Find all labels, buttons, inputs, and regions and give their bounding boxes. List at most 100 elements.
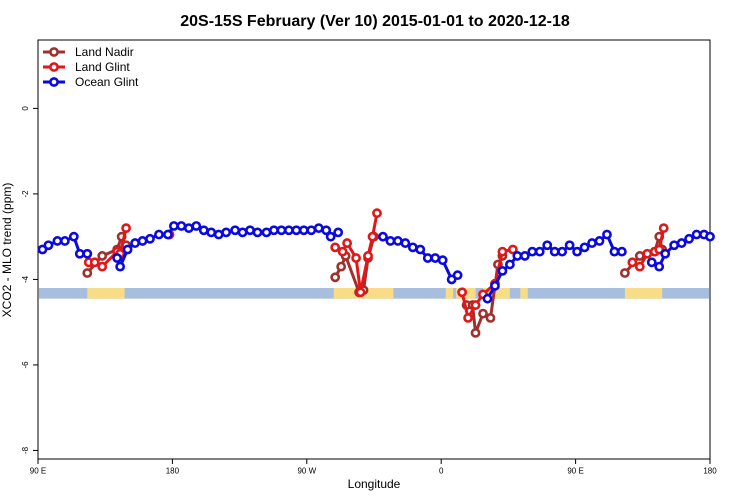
data-point bbox=[137, 236, 148, 246]
data-point bbox=[221, 227, 232, 238]
data-point bbox=[163, 229, 173, 240]
data-point bbox=[490, 280, 500, 291]
x-tick-label: 90 W bbox=[297, 467, 316, 476]
y-tick-label: -6 bbox=[21, 361, 30, 369]
data-point bbox=[557, 246, 568, 257]
data-point bbox=[482, 293, 493, 304]
data-point bbox=[82, 268, 93, 278]
legend-label: Land Glint bbox=[75, 60, 130, 74]
data-point bbox=[68, 231, 79, 242]
data-point bbox=[154, 229, 164, 240]
land-segment bbox=[483, 287, 510, 299]
legend-item-land-glint: Land Glint bbox=[43, 60, 130, 74]
data-point bbox=[634, 261, 645, 272]
data-point bbox=[392, 236, 403, 246]
data-point bbox=[407, 242, 418, 253]
y-axis-label: XCO2 - MLO trend (ppm) bbox=[0, 183, 14, 318]
legend-marker bbox=[49, 47, 59, 57]
data-point bbox=[676, 238, 687, 248]
data-point bbox=[333, 227, 344, 238]
data-point bbox=[176, 221, 187, 231]
data-point bbox=[145, 233, 155, 244]
x-tick-label: 0 bbox=[439, 467, 444, 476]
y-tick-label: -8 bbox=[21, 446, 30, 454]
data-point bbox=[452, 270, 463, 281]
data-point bbox=[430, 253, 441, 263]
data-point bbox=[602, 229, 612, 240]
legend-item-land-nadir: Land Nadir bbox=[43, 45, 134, 59]
y-tick-label: -2 bbox=[21, 190, 30, 198]
x-axis: 90 E 180 90 W 0 90 E 180 bbox=[30, 459, 717, 476]
land-segment bbox=[520, 287, 528, 299]
data-point bbox=[330, 242, 341, 253]
legend-marker bbox=[49, 62, 59, 72]
data-point bbox=[283, 225, 294, 236]
data-point bbox=[534, 246, 545, 257]
plot-frame bbox=[37, 39, 711, 460]
data-point bbox=[609, 246, 620, 257]
data-point bbox=[660, 248, 671, 259]
data-point bbox=[321, 225, 332, 236]
data-point bbox=[325, 231, 336, 242]
data-point bbox=[230, 225, 241, 236]
data-point bbox=[298, 225, 309, 236]
chart-title: 20S-15S February (Ver 10) 2015-01-01 to … bbox=[180, 13, 570, 30]
map-strip bbox=[39, 287, 709, 299]
series-land-nadir bbox=[82, 229, 668, 338]
data-point bbox=[646, 257, 657, 268]
data-point bbox=[121, 223, 132, 234]
data-point bbox=[59, 236, 70, 246]
data-point bbox=[306, 225, 317, 236]
data-point bbox=[206, 227, 217, 238]
data-point bbox=[337, 246, 348, 257]
data-point bbox=[634, 251, 645, 261]
data-point bbox=[587, 238, 597, 248]
data-point bbox=[437, 255, 448, 266]
data-point bbox=[542, 240, 553, 251]
data-point bbox=[400, 238, 411, 248]
data-point bbox=[385, 236, 396, 246]
data-point bbox=[336, 261, 347, 272]
data-point bbox=[691, 229, 702, 240]
data-point bbox=[355, 287, 366, 298]
x-tick-label: 180 bbox=[166, 467, 180, 476]
data-point bbox=[252, 227, 263, 238]
data-point bbox=[342, 238, 353, 248]
legend-label: Land Nadir bbox=[75, 45, 134, 59]
x-tick-label: 90 E bbox=[30, 467, 46, 476]
data-point bbox=[115, 261, 126, 272]
data-point bbox=[705, 231, 715, 242]
data-point bbox=[463, 313, 473, 323]
data-point bbox=[122, 244, 133, 255]
x-axis-label: Longitude bbox=[348, 477, 401, 491]
series-ocean-glint bbox=[37, 221, 715, 304]
data-point bbox=[213, 229, 224, 240]
data-point bbox=[616, 246, 627, 257]
data-point bbox=[497, 246, 508, 257]
data-point bbox=[519, 251, 530, 261]
land-segment bbox=[624, 287, 663, 299]
data-point bbox=[198, 225, 209, 236]
data-point bbox=[549, 246, 560, 257]
legend-label: Ocean Glint bbox=[75, 75, 139, 89]
data-point bbox=[470, 300, 481, 310]
data-point bbox=[112, 253, 123, 263]
data-point bbox=[191, 221, 202, 231]
land-segment bbox=[87, 287, 125, 299]
data-point bbox=[97, 251, 108, 261]
data-point bbox=[276, 225, 287, 236]
data-point bbox=[269, 225, 279, 236]
data-point bbox=[497, 265, 508, 276]
data-point bbox=[52, 236, 63, 246]
data-point bbox=[367, 231, 378, 242]
x-tick-label: 90 E bbox=[567, 467, 583, 476]
y-tick-label: 0 bbox=[21, 106, 30, 111]
data-point bbox=[330, 272, 341, 283]
data-point bbox=[642, 248, 653, 259]
data-point bbox=[507, 244, 518, 255]
land-segment bbox=[445, 287, 454, 299]
data-point bbox=[684, 233, 694, 244]
data-point bbox=[82, 248, 93, 259]
